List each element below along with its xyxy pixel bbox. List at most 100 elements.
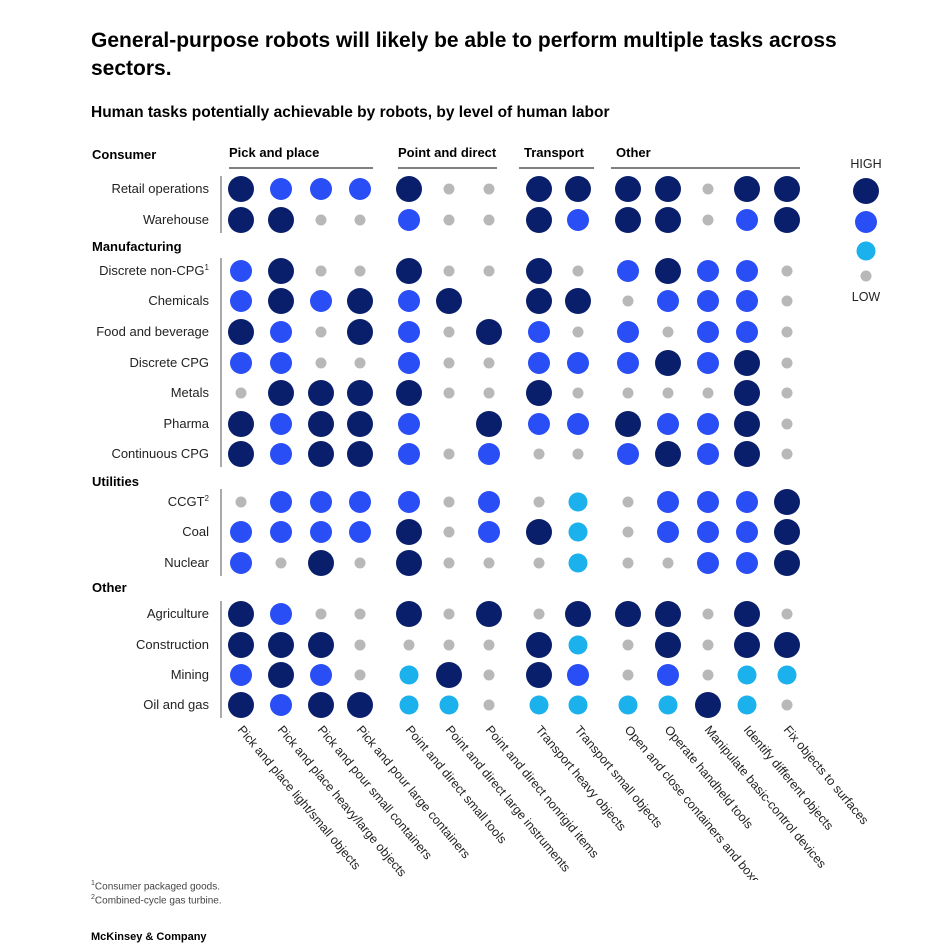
data-dot [354, 557, 366, 569]
data-dot [308, 441, 334, 467]
data-dot [568, 522, 588, 542]
data-dot [398, 352, 420, 374]
data-dot [655, 258, 681, 284]
data-dot [781, 326, 793, 338]
data-dot [702, 214, 714, 226]
row-label: Coal [182, 524, 209, 539]
data-dot [228, 632, 254, 658]
data-dot [655, 176, 681, 202]
data-dot [702, 387, 714, 399]
row-label: Nuclear [164, 555, 209, 570]
data-dot [528, 413, 550, 435]
data-dot [734, 350, 760, 376]
data-dot [228, 411, 254, 437]
data-dot [483, 699, 495, 711]
data-dot [774, 207, 800, 233]
data-dot [736, 290, 758, 312]
data-dot [270, 178, 292, 200]
data-dot [270, 443, 292, 465]
data-dot [483, 557, 495, 569]
data-dot [657, 521, 679, 543]
row-label: Retail operations [111, 181, 209, 196]
data-dot [617, 260, 639, 282]
data-dot [268, 288, 294, 314]
data-dot [230, 552, 252, 574]
legend-dot [860, 270, 872, 282]
data-dot [443, 557, 455, 569]
data-dot [568, 635, 588, 655]
data-dot [443, 608, 455, 620]
data-dot [697, 552, 719, 574]
chart-subtitle: Human tasks potentially achievable by ro… [91, 104, 610, 121]
data-dot [308, 692, 334, 718]
data-dot [697, 443, 719, 465]
data-dot [308, 550, 334, 576]
data-dot [230, 664, 252, 686]
data-dot [528, 321, 550, 343]
row-label: Discrete non-CPG1 [99, 263, 209, 278]
data-dot [695, 692, 721, 718]
data-dot [533, 496, 545, 508]
data-dot [310, 290, 332, 312]
data-dot [658, 695, 678, 715]
data-dot [526, 662, 552, 688]
data-dot [268, 258, 294, 284]
data-dot [533, 557, 545, 569]
data-dot [270, 413, 292, 435]
data-dot [439, 695, 459, 715]
data-dot [734, 441, 760, 467]
footnote-2: 2Combined-cycle gas turbine. [91, 894, 222, 907]
data-dot [228, 601, 254, 627]
data-dot [572, 387, 584, 399]
data-dot [396, 550, 422, 576]
data-dot [275, 557, 287, 569]
data-dot [396, 258, 422, 284]
data-dot [736, 552, 758, 574]
column-group-label: Other [616, 145, 651, 160]
data-dot [315, 608, 327, 620]
data-dot [533, 608, 545, 620]
data-dot [615, 176, 641, 202]
sector-label: Utilities [92, 474, 139, 489]
data-dot [655, 207, 681, 233]
data-dot [398, 491, 420, 513]
legend-high-label: HIGH [850, 157, 881, 171]
data-dot [354, 608, 366, 620]
data-dot [734, 601, 760, 627]
data-dot [483, 387, 495, 399]
data-dot [697, 491, 719, 513]
row-label: Mining [171, 667, 209, 682]
data-dot [568, 695, 588, 715]
data-dot [533, 448, 545, 460]
data-dot [235, 387, 247, 399]
legend-dot [855, 211, 877, 233]
data-dot [349, 521, 371, 543]
data-dot [270, 603, 292, 625]
data-dot [268, 207, 294, 233]
data-dot [774, 176, 800, 202]
data-dot [774, 519, 800, 545]
data-dot [396, 176, 422, 202]
row-label: Oil and gas [143, 697, 209, 712]
data-dot [655, 601, 681, 627]
row-label: Food and beverage [96, 324, 209, 339]
data-dot [315, 326, 327, 338]
data-dot [622, 387, 634, 399]
data-dot [737, 695, 757, 715]
data-dot [736, 521, 758, 543]
data-dot [617, 321, 639, 343]
data-dot [565, 288, 591, 314]
data-dot [702, 608, 714, 620]
data-dot [781, 387, 793, 399]
data-dot [736, 491, 758, 513]
data-dot [354, 357, 366, 369]
data-dot [398, 443, 420, 465]
data-dot [228, 319, 254, 345]
data-dot [270, 521, 292, 543]
data-dot [399, 695, 419, 715]
data-dot [443, 326, 455, 338]
data-dot [777, 665, 797, 685]
data-dot [781, 357, 793, 369]
data-dot [483, 357, 495, 369]
data-dot [781, 295, 793, 307]
